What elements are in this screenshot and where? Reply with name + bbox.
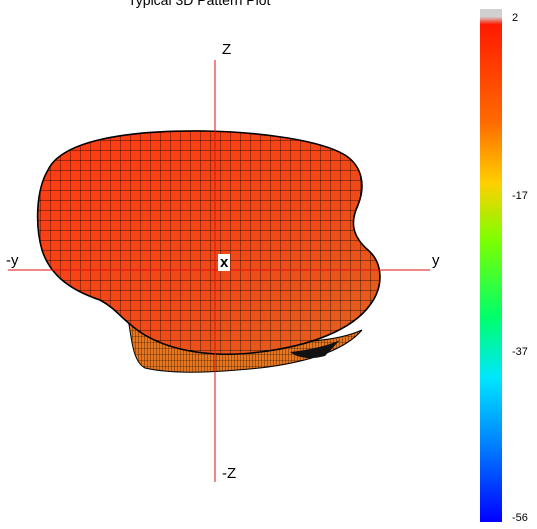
colorbar-tick-max: 2 [512, 12, 519, 24]
axis-label-x: x [218, 254, 231, 271]
colorbar-tick-min: -56 [512, 512, 528, 524]
colorbar-tick-2: -17 [512, 190, 528, 202]
axis-label-z-neg: -Z [222, 465, 237, 482]
axis-label-z-pos: Z [222, 41, 232, 58]
axis-label-y-pos: y [432, 252, 440, 269]
pattern-plot-area[interactable]: Typical 3D Pattern Plot [0, 0, 470, 529]
colorbar-tick-3: -37 [512, 346, 528, 358]
plot-title: Typical 3D Pattern Plot [128, 0, 271, 8]
pattern-3d-svg [8, 60, 430, 482]
pattern-main-lobe [36, 130, 381, 356]
axis-label-y-neg: -y [6, 252, 19, 269]
colorbar [480, 9, 502, 522]
